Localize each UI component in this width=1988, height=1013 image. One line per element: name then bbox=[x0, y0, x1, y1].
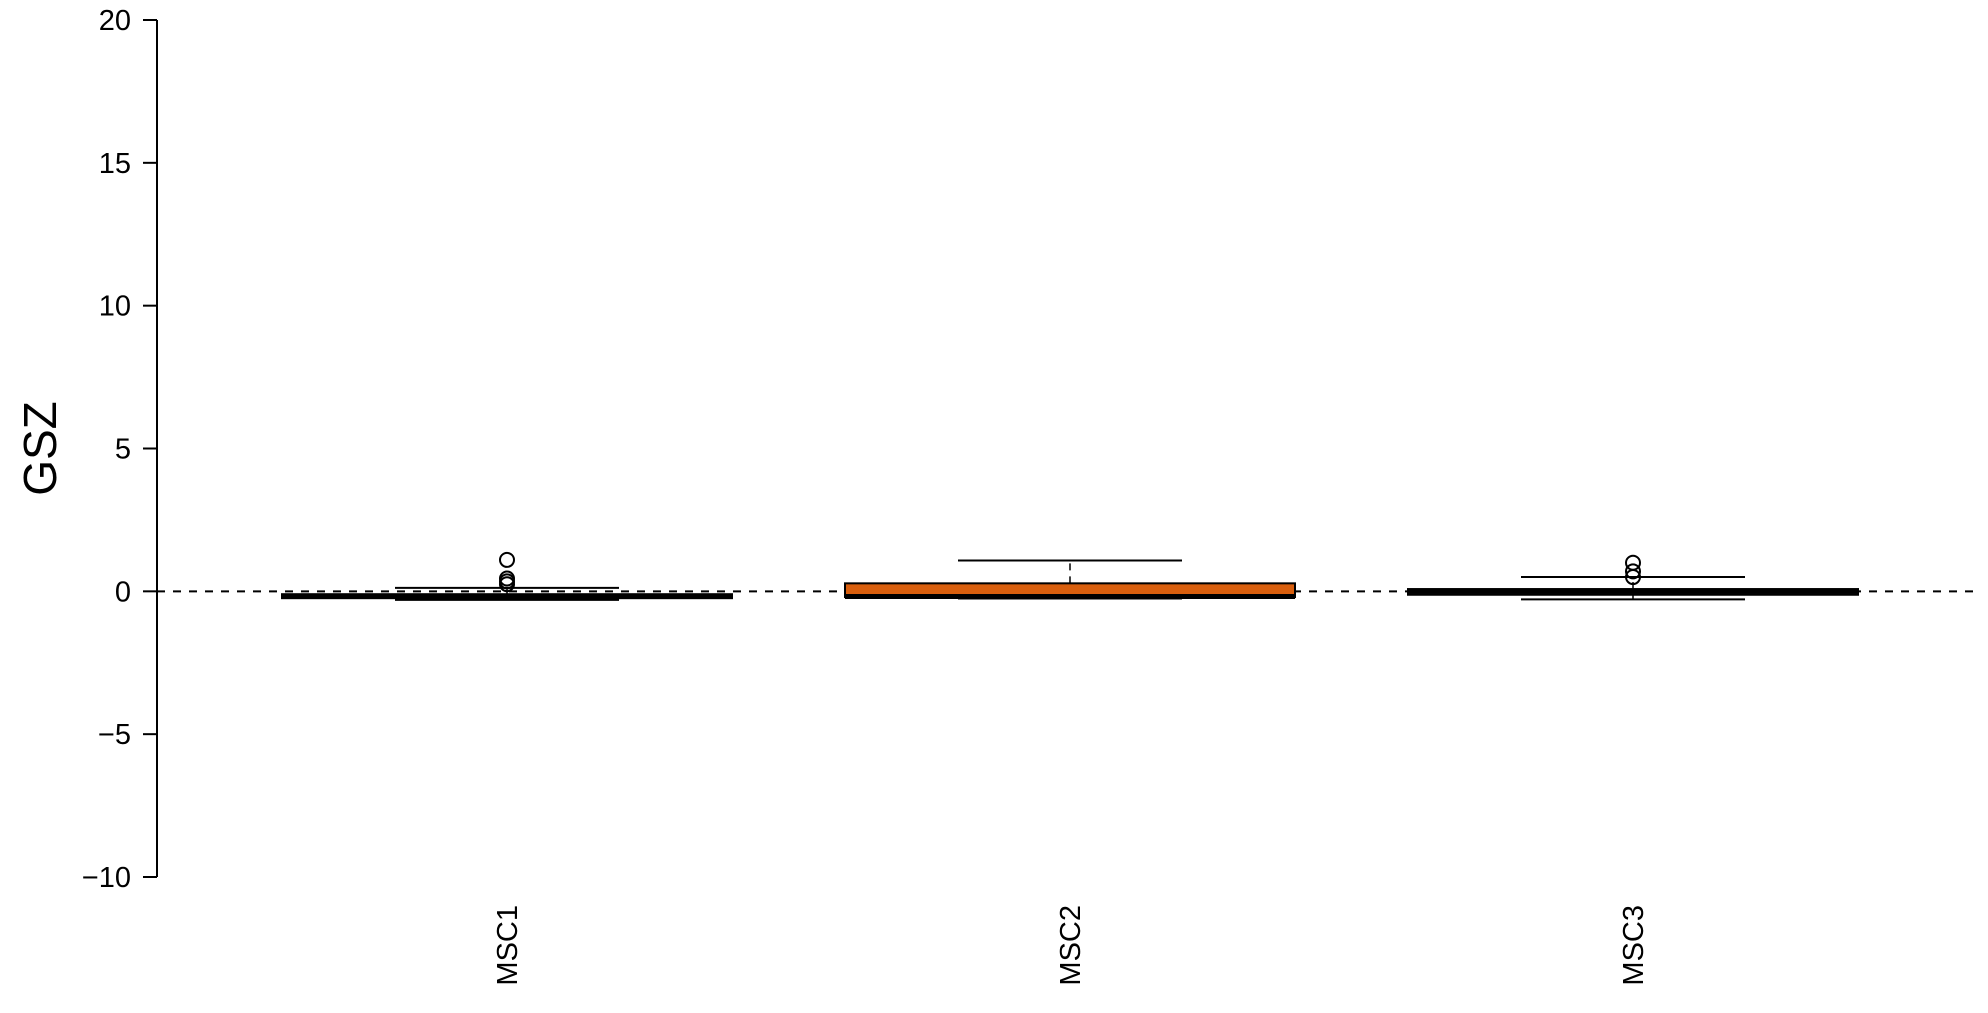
outlier-point bbox=[1625, 563, 1641, 580]
y-tick-label: −5 bbox=[98, 719, 131, 751]
category-label: MSC1 bbox=[492, 905, 524, 986]
outlier-point bbox=[499, 551, 515, 568]
y-axis-title: GSZ bbox=[14, 401, 66, 496]
y-tick-label: 0 bbox=[115, 576, 131, 608]
category-label: MSC2 bbox=[1055, 905, 1087, 986]
y-tick-label: 10 bbox=[99, 291, 131, 323]
box-msc1 bbox=[281, 551, 733, 601]
y-axis: −10 −5 0 5 10 15 20 bbox=[82, 5, 158, 894]
outlier-point bbox=[499, 570, 515, 587]
outlier-point bbox=[1625, 554, 1641, 571]
category-labels: MSC1 MSC2 MSC3 bbox=[492, 905, 1650, 986]
y-tick-label: 20 bbox=[99, 5, 131, 37]
y-tick-label: 15 bbox=[99, 148, 131, 180]
y-tick-label: 5 bbox=[115, 434, 131, 466]
category-label: MSC3 bbox=[1618, 905, 1650, 986]
boxes-group bbox=[281, 551, 1859, 601]
box-msc3 bbox=[1407, 554, 1859, 601]
box-msc2 bbox=[844, 559, 1296, 600]
y-tick-label: −10 bbox=[82, 862, 131, 894]
